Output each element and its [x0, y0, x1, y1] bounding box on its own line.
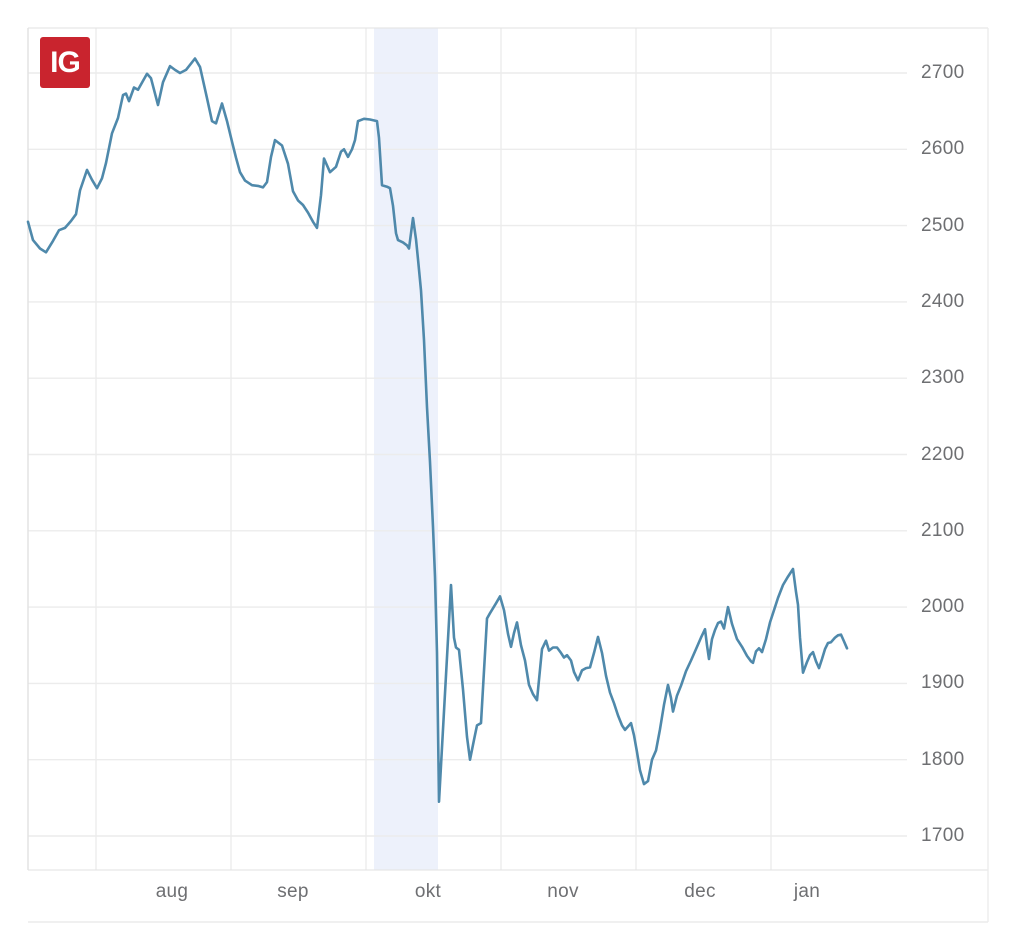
y-axis-label-2100: 2100: [921, 519, 965, 541]
x-axis-label-okt: okt: [414, 881, 442, 902]
price-line: [26, 57, 849, 804]
x-axis-label-dec: dec: [684, 881, 716, 902]
y-axis-label-2400: 2400: [921, 290, 965, 312]
ig-logo-text: IG: [50, 45, 81, 79]
x-axis-label-jan: jan: [793, 881, 821, 902]
y-axis-label-2200: 2200: [921, 443, 965, 465]
y-axis-label-1800: 1800: [921, 748, 965, 770]
x-axis-label-sep: sep: [277, 881, 309, 902]
ig-logo: IG: [40, 37, 90, 88]
y-axis-label-2500: 2500: [921, 214, 965, 236]
y-axis-label-1700: 1700: [921, 825, 965, 846]
y-axis-label-2600: 2600: [921, 138, 965, 160]
y-axis-label-2700: 2700: [921, 62, 965, 83]
y-axis-label-2000: 2000: [921, 596, 965, 618]
x-axis-label-aug: aug: [155, 881, 189, 902]
x-axis-label-nov: nov: [547, 881, 579, 902]
y-axis-label-2300: 2300: [921, 367, 965, 389]
y-axis-label-1900: 1900: [921, 672, 965, 694]
highlight-band: [374, 28, 438, 870]
